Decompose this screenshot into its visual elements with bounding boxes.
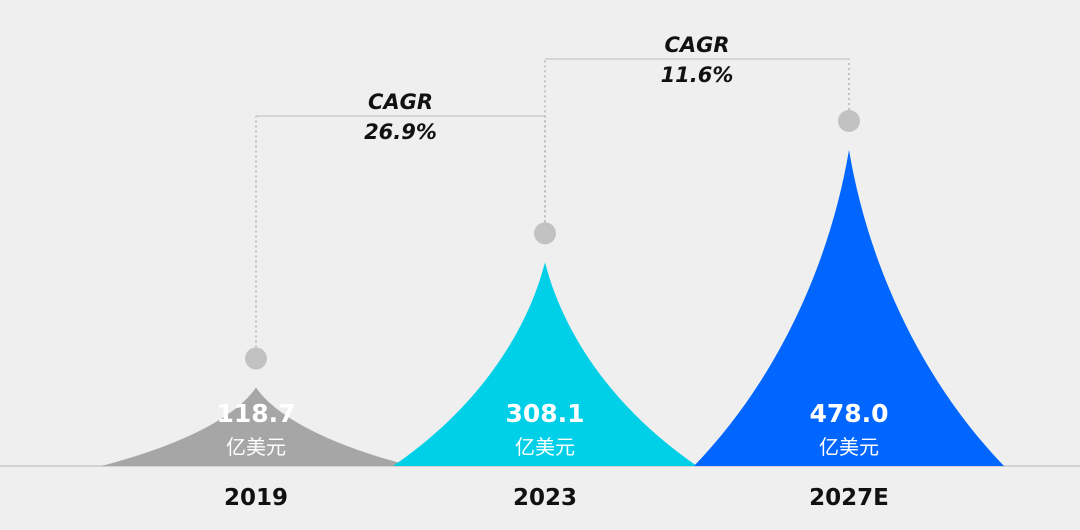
category-label-2023: 2023 [513,485,577,511]
value-labels: 118.7 亿美元 2019 308.1 亿美元 2023 478.0 亿美元 2027E [216,399,888,511]
peak-2019 [101,387,411,466]
peaks [101,110,1004,466]
value-label-2027E: 478.0 [809,399,888,428]
unit-label-2019: 亿美元 [226,435,286,459]
peak-2023 [393,262,697,466]
value-label-2023: 308.1 [505,399,584,428]
peak-dot-2023 [534,222,556,245]
category-label-2027E: 2027E [809,485,889,511]
unit-label-2023: 亿美元 [515,435,575,459]
cagr-value-1: 11.6% [661,63,734,87]
value-label-2019: 118.7 [216,399,295,428]
category-label-2019: 2019 [224,485,288,511]
unit-label-2027E: 亿美元 [819,435,879,459]
peak-2027E [694,150,1004,466]
cagr-value-0: 26.9% [364,120,437,144]
cagr-label-1: CAGR [664,33,729,57]
peak-dot-2027E [838,110,860,132]
cagr-connectors: CAGR 26.9% CAGR 11.6% [255,33,850,348]
cagr-label-0: CAGR [368,90,433,114]
peak-dot-2019 [245,347,267,370]
